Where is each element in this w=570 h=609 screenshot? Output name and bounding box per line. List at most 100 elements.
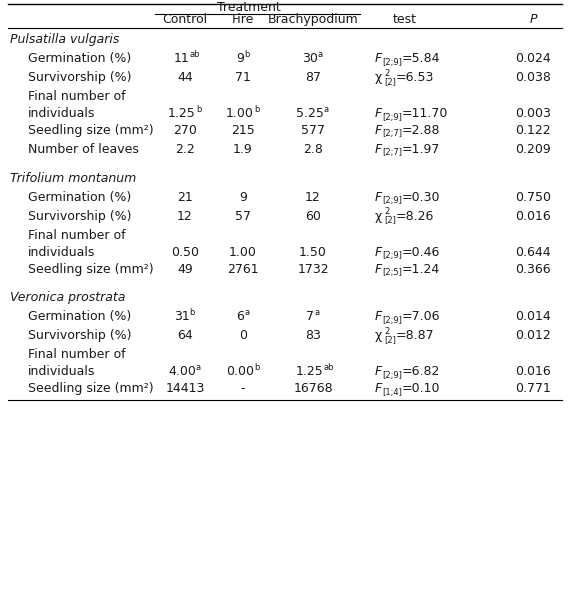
Text: [2]: [2] (384, 77, 396, 86)
Text: Pulsatilla vulgaris: Pulsatilla vulgaris (10, 33, 119, 46)
Text: F: F (375, 124, 382, 137)
Text: 0.750: 0.750 (515, 191, 551, 204)
Text: [2;9]: [2;9] (382, 196, 402, 205)
Text: [2;9]: [2;9] (382, 316, 402, 325)
Text: 30: 30 (302, 52, 318, 65)
Text: 49: 49 (177, 262, 193, 275)
Text: [2;9]: [2;9] (382, 58, 402, 67)
Text: Number of leaves: Number of leaves (28, 143, 139, 156)
Text: Survivorship (%): Survivorship (%) (28, 209, 132, 223)
Text: χ: χ (375, 329, 382, 342)
Text: Fire: Fire (232, 13, 254, 26)
Text: =5.84: =5.84 (401, 52, 439, 65)
Text: =6.53: =6.53 (396, 71, 434, 84)
Text: 270: 270 (173, 124, 197, 137)
Text: 1.9: 1.9 (233, 143, 253, 156)
Text: [2;9]: [2;9] (382, 113, 402, 122)
Text: =1.97: =1.97 (401, 143, 439, 156)
Text: ab: ab (189, 50, 200, 58)
Text: ab: ab (324, 363, 334, 372)
Text: [2;7]: [2;7] (382, 130, 402, 138)
Text: 1732: 1732 (297, 262, 329, 275)
Text: b: b (189, 308, 195, 317)
Text: 577: 577 (301, 124, 325, 137)
Text: Final number of: Final number of (28, 348, 125, 361)
Text: individuals: individuals (28, 245, 95, 259)
Text: 0.038: 0.038 (515, 71, 551, 84)
Text: =8.87: =8.87 (396, 329, 434, 342)
Text: Seedling size (mm²): Seedling size (mm²) (28, 382, 154, 395)
Text: Survivorship (%): Survivorship (%) (28, 71, 132, 84)
Text: 44: 44 (177, 71, 193, 84)
Text: test: test (393, 13, 417, 26)
Text: 0.016: 0.016 (515, 365, 551, 378)
Text: 0.50: 0.50 (171, 245, 199, 259)
Text: individuals: individuals (28, 365, 95, 378)
Text: b: b (244, 50, 250, 58)
Text: Survivorship (%): Survivorship (%) (28, 329, 132, 342)
Text: 0.771: 0.771 (515, 382, 551, 395)
Text: 6: 6 (236, 311, 244, 323)
Text: F: F (375, 365, 382, 378)
Text: 12: 12 (177, 209, 193, 223)
Text: F: F (375, 143, 382, 156)
Text: [2]: [2] (384, 215, 396, 224)
Text: [2;9]: [2;9] (382, 251, 402, 260)
Text: 0.366: 0.366 (515, 262, 551, 275)
Text: [2;5]: [2;5] (382, 268, 402, 277)
Text: =6.82: =6.82 (401, 365, 439, 378)
Text: F: F (375, 311, 382, 323)
Text: Brachypodium: Brachypodium (268, 13, 359, 26)
Text: a: a (196, 363, 201, 372)
Text: Veronica prostrata: Veronica prostrata (10, 292, 125, 304)
Text: 60: 60 (305, 209, 321, 223)
Text: 12: 12 (305, 191, 321, 204)
Text: 2: 2 (384, 327, 389, 336)
Text: 0: 0 (239, 329, 247, 342)
Text: 0.003: 0.003 (515, 107, 551, 120)
Text: =0.10: =0.10 (401, 382, 439, 395)
Text: 71: 71 (235, 71, 251, 84)
Text: 11: 11 (174, 52, 190, 65)
Text: 2: 2 (384, 207, 389, 216)
Text: =1.24: =1.24 (401, 262, 439, 275)
Text: Trifolium montanum: Trifolium montanum (10, 172, 136, 185)
Text: Seedling size (mm²): Seedling size (mm²) (28, 262, 154, 275)
Text: 9: 9 (236, 52, 244, 65)
Text: 5.25: 5.25 (296, 107, 324, 120)
Text: =8.26: =8.26 (396, 209, 434, 223)
Text: [2]: [2] (384, 335, 396, 344)
Text: a: a (314, 308, 319, 317)
Text: 7: 7 (306, 311, 314, 323)
Text: 2761: 2761 (227, 262, 259, 275)
Text: 2: 2 (384, 69, 389, 78)
Text: [2;7]: [2;7] (382, 149, 402, 157)
Text: =7.06: =7.06 (401, 311, 439, 323)
Text: χ: χ (375, 209, 382, 223)
Text: 57: 57 (235, 209, 251, 223)
Text: F: F (375, 107, 382, 120)
Text: 1.25: 1.25 (296, 365, 324, 378)
Text: 1.50: 1.50 (299, 245, 327, 259)
Text: b: b (254, 105, 259, 114)
Text: 1.00: 1.00 (226, 107, 254, 120)
Text: Germination (%): Germination (%) (28, 191, 131, 204)
Text: a: a (324, 105, 329, 114)
Text: 31: 31 (174, 311, 190, 323)
Text: F: F (375, 52, 382, 65)
Text: b: b (254, 363, 259, 372)
Text: Germination (%): Germination (%) (28, 52, 131, 65)
Text: 64: 64 (177, 329, 193, 342)
Text: χ: χ (375, 71, 382, 84)
Text: 87: 87 (305, 71, 321, 84)
Text: 0.209: 0.209 (515, 143, 551, 156)
Text: individuals: individuals (28, 107, 95, 120)
Text: 1.25: 1.25 (168, 107, 196, 120)
Text: b: b (196, 105, 201, 114)
Text: 4.00: 4.00 (168, 365, 196, 378)
Text: Final number of: Final number of (28, 90, 125, 103)
Text: =0.30: =0.30 (401, 191, 439, 204)
Text: =11.70: =11.70 (401, 107, 447, 120)
Text: Final number of: Final number of (28, 228, 125, 242)
Text: 21: 21 (177, 191, 193, 204)
